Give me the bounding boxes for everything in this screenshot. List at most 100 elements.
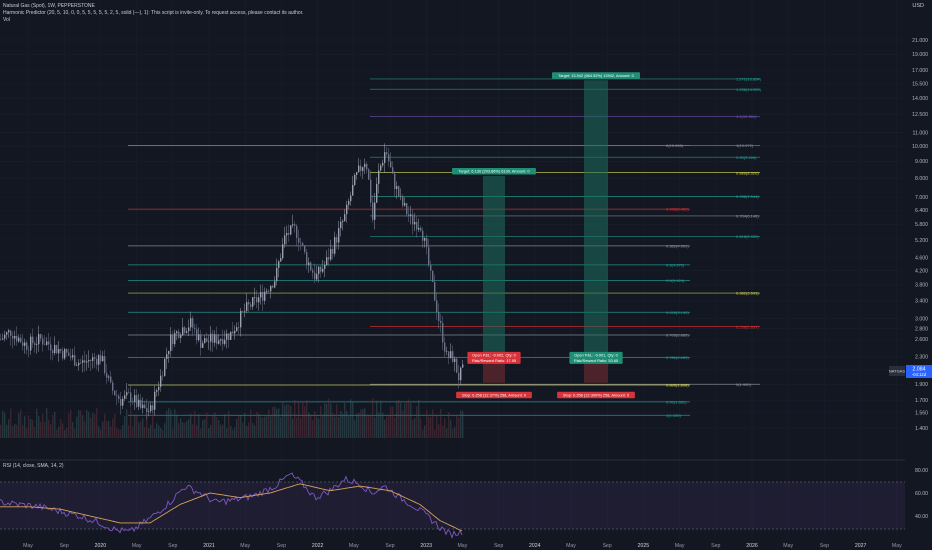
time-tick-label: May: [240, 543, 250, 549]
time-tick-label: May: [566, 543, 576, 549]
candle-body: [308, 262, 310, 265]
candle-body: [34, 343, 36, 345]
time-tick-label: 2024: [529, 543, 541, 549]
volume-bar: [16, 424, 18, 438]
volume-bar: [246, 426, 248, 438]
volume-bar: [342, 413, 344, 438]
price-axis[interactable]: 21.000 19.000 17.000 15.500 14.000 12.500 11.0…: [912, 38, 928, 432]
volume-bar: [4, 412, 6, 438]
candle-body: [180, 335, 182, 338]
candle-body: [298, 237, 300, 243]
candle-body: [186, 331, 188, 333]
candle-body: [64, 349, 66, 359]
time-axis[interactable]: May Sep 2020 May Sep 2021 May Sep 2022 May Sep 2023…: [23, 543, 902, 549]
volume-bar: [368, 415, 370, 438]
volume-bar: [184, 422, 186, 438]
time-tick-label: Sep: [385, 543, 394, 549]
price-tick-label: 6.400: [915, 208, 928, 214]
volume-bar: [438, 424, 440, 438]
fib-label: 0.886(8.320): [736, 170, 759, 175]
candle-body: [118, 395, 120, 400]
candle-body: [458, 372, 460, 381]
trade-boxes: Target: 6.130 (293.86%) 6130, Amount: 0 O…: [452, 72, 641, 399]
candle-body: [66, 349, 68, 353]
volume-bar: [134, 414, 136, 438]
price-tick-label: 1.700: [915, 398, 928, 404]
time-tick-label: May: [132, 543, 142, 549]
fib-label: 0(10.065): [666, 143, 684, 148]
rsi-title[interactable]: RSI (14, close, SMA, 14, 2): [3, 463, 64, 469]
price-tick-label: 3.000: [915, 317, 928, 323]
candle-body: [268, 290, 270, 292]
rr-label: Risk/Reward Ratio: 17.95: [472, 358, 516, 363]
volume-bar: [266, 416, 268, 438]
volume-bar: [108, 420, 110, 438]
candle-body: [54, 344, 56, 354]
candle-body: [44, 344, 46, 346]
currency-label[interactable]: USD: [912, 3, 924, 9]
volume-bar: [74, 428, 76, 438]
candle-body: [2, 338, 4, 340]
fib-label: 0.786(2.289): [666, 355, 689, 360]
candle-body: [210, 333, 212, 342]
candle-body: [62, 350, 64, 359]
volume-bar: [200, 428, 202, 438]
volume-bar: [28, 415, 30, 438]
volume-bar: [252, 423, 254, 438]
candle-body: [26, 342, 28, 350]
price-tick-label: 1.400: [915, 426, 928, 432]
candle-body: [358, 165, 360, 173]
volume-bar: [432, 409, 434, 438]
volume-bar: [90, 417, 92, 438]
candle-body: [288, 232, 290, 235]
volume-bar: [294, 399, 296, 438]
candle-body: [422, 230, 424, 241]
rsi-axis[interactable]: 80.00 60.00 40.00: [915, 468, 928, 520]
price-tags: NATGAS 2.084-04:12d: [889, 365, 932, 379]
fib-label: 0.236(2.837): [736, 324, 759, 329]
stop-label-bg: [557, 391, 635, 399]
volume-bar: [128, 425, 130, 438]
volume-bar: [66, 427, 68, 438]
indicator-title[interactable]: Harmonic Predictor (20, 5, 10, 0, 0, 5, …: [3, 10, 304, 16]
candle-body: [258, 297, 260, 303]
fib-label: 0.886(1.898): [666, 383, 689, 388]
fib-label: 1(10.072): [736, 143, 754, 148]
volume-bar: [326, 403, 328, 438]
candle-body: [332, 248, 334, 254]
volume-bar: [202, 420, 204, 438]
fib-label: 0.382(4.991): [666, 244, 689, 249]
volume-bar: [274, 406, 276, 438]
candle-body: [104, 356, 106, 374]
symbol-title[interactable]: Natural Gas (Spot), 1W, PEPPERSTONE: [3, 3, 95, 9]
price-tick-label: 9.000: [915, 159, 928, 165]
volume-title[interactable]: Vol: [3, 17, 10, 23]
volume-bar: [458, 417, 460, 438]
candle-body: [110, 376, 112, 383]
volume-bar: [372, 398, 374, 438]
volume-bar: [382, 412, 384, 438]
volume-bar: [182, 422, 184, 438]
volume-bar: [324, 403, 326, 438]
candle-body: [318, 266, 320, 274]
volume-bar: [224, 414, 226, 438]
candle-body: [108, 376, 110, 378]
candle-body: [418, 227, 420, 230]
candle-body: [168, 350, 170, 355]
volume-bar: [122, 424, 124, 438]
volume-bar: [300, 417, 302, 438]
volume-bar: [270, 416, 272, 438]
candle-body: [200, 334, 202, 348]
candle-body: [216, 334, 218, 344]
candle-body: [256, 297, 258, 303]
candle-body: [88, 360, 90, 362]
volume-bar: [18, 412, 20, 438]
candle-body: [314, 272, 316, 280]
volume-bar: [296, 417, 298, 438]
time-tick-label: May: [892, 543, 902, 549]
rsi-lines: [0, 472, 463, 539]
volume-bar: [80, 410, 82, 438]
candle-body: [326, 257, 328, 266]
candle-body: [192, 318, 194, 328]
